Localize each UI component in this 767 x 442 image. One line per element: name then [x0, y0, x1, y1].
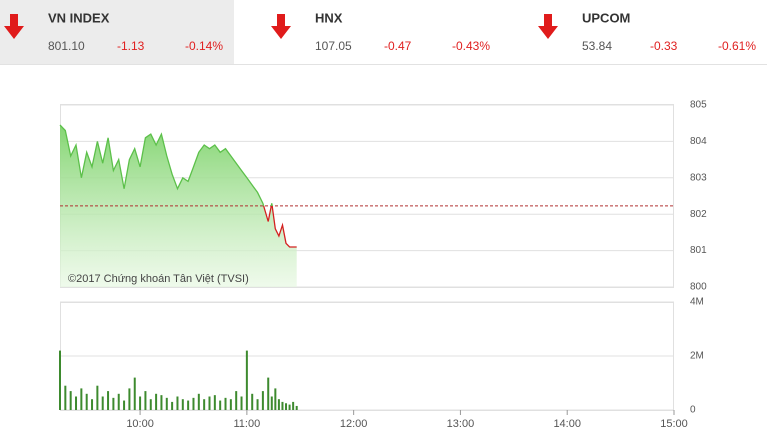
ticker-highlight: [0, 0, 234, 64]
y-tick-label: 2M: [690, 351, 704, 362]
volume-bar: [208, 396, 211, 410]
volume-bar: [123, 400, 126, 410]
y-tick-label: 805: [690, 100, 707, 111]
volume-bar: [176, 396, 179, 410]
volume-bar: [165, 397, 168, 410]
volume-bar: [261, 391, 264, 410]
volume-bar: [295, 405, 298, 410]
y-tick-label: 801: [690, 245, 707, 256]
y-tick-label: 4M: [690, 297, 704, 308]
volume-bar: [149, 399, 152, 410]
y-tick-label: 0: [690, 405, 696, 416]
x-tick-label: 15:00: [660, 418, 688, 430]
ticker-percent: -0.43%: [452, 39, 490, 53]
ticker-percent: -0.61%: [718, 39, 756, 53]
volume-bar: [91, 399, 94, 410]
y-tick-label: 800: [690, 282, 707, 293]
volume-bar: [245, 350, 248, 410]
volume-bar: [85, 393, 88, 410]
volume-bar: [240, 396, 243, 410]
volume-bar: [288, 404, 291, 410]
y-tick-label: 803: [690, 172, 707, 183]
y-tick-label: 802: [690, 209, 707, 220]
volume-bar: [64, 385, 67, 410]
ticker-change: -0.47: [384, 39, 412, 53]
ticker-percent: -0.14%: [185, 39, 223, 53]
volume-bar: [256, 399, 259, 410]
volume-bar: [219, 400, 222, 410]
volume-bar: [213, 395, 216, 410]
volume-bar: [133, 377, 136, 410]
ticker-change: -0.33: [650, 39, 678, 53]
volume-bar: [285, 403, 288, 410]
volume-bar: [251, 393, 254, 410]
x-tick-label: 11:00: [234, 418, 261, 430]
volume-bar: [203, 399, 206, 410]
ticker-name: UPCOM: [582, 10, 630, 25]
volume-bar: [192, 397, 195, 410]
volume-bar: [292, 401, 295, 410]
volume-bar: [101, 396, 104, 410]
volume-bar: [274, 388, 277, 410]
volume-bar: [117, 393, 120, 410]
price-line: [59, 124, 297, 248]
down-arrow: [4, 14, 558, 39]
ticker-name: VN INDEX: [48, 10, 110, 25]
volume-bar: [171, 401, 174, 410]
volume-bar: [107, 391, 110, 410]
annotation: ©2017 Chứng khoán Tân Việt (TVSI): [68, 273, 249, 285]
volume-bar: [144, 391, 147, 410]
x-tick-label: 10:00: [126, 418, 154, 430]
x-tick-label: 14:00: [553, 418, 581, 430]
volume-bar: [181, 399, 184, 410]
ticker-value: 107.05: [315, 39, 352, 53]
volume-bar: [277, 399, 280, 410]
volume-bar: [197, 393, 200, 410]
volume-bar: [128, 388, 131, 410]
volume-bar: [96, 385, 99, 410]
volume-bar: [281, 401, 284, 410]
volume-bar: [69, 391, 72, 410]
volume-bar: [155, 393, 158, 410]
volume-bar: [267, 377, 270, 410]
volume-bar: [235, 391, 238, 410]
y-tick-label: 804: [690, 136, 707, 147]
volume-bar: [187, 400, 190, 410]
ticker-name: HNX: [315, 10, 343, 25]
ticker-value: 801.10: [48, 39, 85, 53]
volume-bar: [224, 397, 227, 410]
volume-bar: [112, 397, 115, 410]
volume-bar: [139, 396, 142, 410]
x-tick-label: 13:00: [447, 418, 475, 430]
x-tick-label: 12:00: [340, 418, 368, 430]
volume-bar: [229, 399, 232, 410]
volume-bar: [75, 396, 78, 410]
volume-bar: [59, 350, 61, 410]
volume-bar: [270, 396, 273, 410]
volume-bar: [160, 395, 163, 410]
ticker-change: -1.13: [117, 39, 145, 53]
volume-bar: [80, 388, 83, 410]
ticker-value: 53.84: [582, 39, 612, 53]
